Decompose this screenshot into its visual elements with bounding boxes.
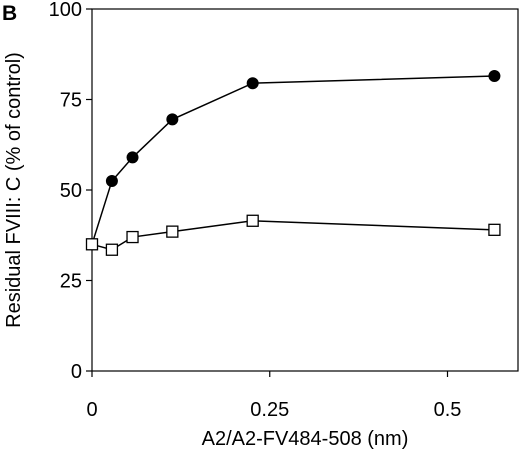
x-tick-label: 0 [86, 399, 97, 421]
y-tick-label: 75 [60, 90, 82, 112]
y-axis: 0 25 50 75 100 [49, 0, 92, 383]
series-2-point [166, 225, 179, 238]
series-1-line [91, 75, 495, 245]
y-tick-label: 50 [60, 180, 82, 202]
plot-frame [91, 8, 519, 372]
series-1-point [488, 69, 501, 82]
series-1-point [246, 77, 259, 90]
series-1-point [166, 113, 179, 126]
x-tick-label: 0.25 [250, 399, 289, 421]
x-axis-label: A2/A2-FV484-508 (nm) [202, 428, 409, 450]
x-tick-label: 0.5 [434, 399, 462, 421]
y-tick-label: 0 [71, 361, 82, 383]
series-2-line [91, 220, 495, 251]
series-2-point [85, 238, 99, 251]
series-1-point [105, 174, 118, 187]
series-2-point [126, 230, 139, 244]
y-tick-label: 25 [60, 271, 82, 293]
series-layer [85, 69, 501, 256]
series-2-point [246, 214, 259, 227]
series-1-point [126, 151, 139, 164]
panel-label: B [2, 2, 17, 25]
y-tick-label: 100 [49, 0, 82, 21]
y-axis-label: Residual FVIII: C (% of control) [3, 52, 25, 328]
x-axis: 0 0.25 0.5 [86, 371, 461, 421]
series-2-point [488, 223, 501, 236]
series-2-point [105, 243, 119, 256]
